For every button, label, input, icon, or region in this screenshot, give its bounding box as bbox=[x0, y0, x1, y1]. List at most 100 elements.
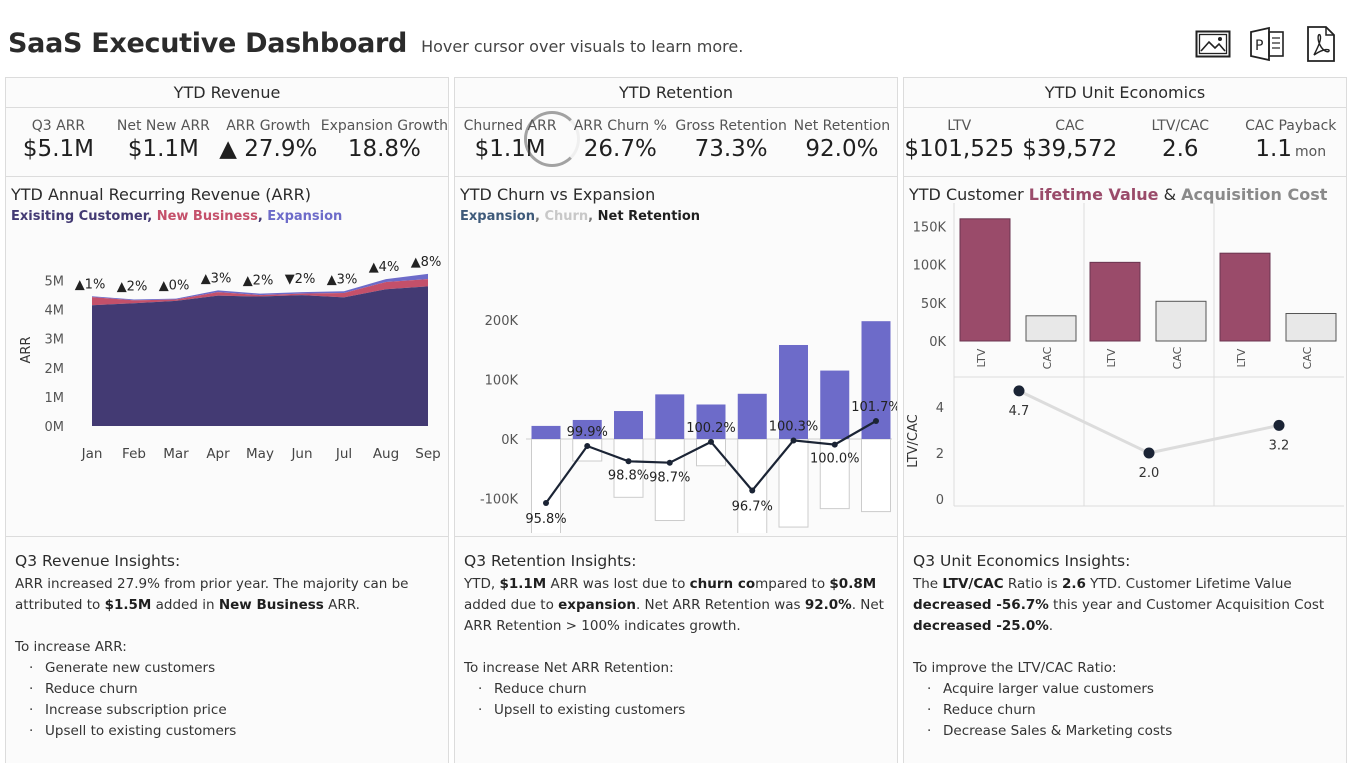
legend-entry: Expansion bbox=[267, 209, 343, 224]
export-image-button[interactable] bbox=[1195, 25, 1231, 63]
net-retention-point bbox=[666, 459, 673, 466]
dashboard-subtitle: Hover cursor over visuals to learn more. bbox=[421, 37, 744, 56]
net-retention-point bbox=[625, 458, 632, 465]
insights-subtitle: To improve the LTV/CAC Ratio: bbox=[913, 660, 1117, 676]
list-item: Reduce churn bbox=[913, 700, 1337, 721]
x-tick-label: Apr bbox=[206, 446, 230, 462]
ltv-cac-label: 4.7 bbox=[1009, 404, 1030, 419]
insights-title: Q3 Unit Economics Insights: bbox=[913, 552, 1131, 570]
chart-legend: Exisiting Customer, New Business, Expans… bbox=[11, 209, 342, 224]
kpi-value: 92.0% bbox=[805, 136, 879, 162]
y-tick-label: 3M bbox=[45, 333, 65, 348]
panel-title: YTD Retention bbox=[455, 78, 897, 108]
chart-title: YTD Annual Recurring Revenue (ARR) bbox=[11, 185, 311, 204]
chart-title-part: YTD Customer bbox=[909, 185, 1029, 204]
net-retention-label: 95.8% bbox=[525, 512, 566, 527]
churn-bar bbox=[613, 438, 644, 498]
ltv-cac-point bbox=[1013, 385, 1025, 397]
insight-fragment: Ratio is bbox=[1003, 576, 1062, 592]
kpi-gross-retention[interactable]: Gross Retention 73.3% bbox=[675, 109, 786, 176]
chart-title-part: & bbox=[1158, 185, 1182, 204]
data-label: ▼2% bbox=[285, 272, 316, 287]
kpi-label: Q3 ARR bbox=[31, 118, 86, 134]
kpi-arr-churn[interactable]: ARR Churn % 26.7% bbox=[565, 109, 675, 176]
x-tick-label: Aug bbox=[373, 446, 399, 462]
insights-title: Q3 Retention Insights: bbox=[464, 552, 637, 570]
list-item: Acquire larger value customers bbox=[913, 679, 1337, 700]
x-tick-label: Jan bbox=[81, 446, 103, 462]
ltv-bar bbox=[1089, 261, 1141, 342]
kpi-unit: mon bbox=[1295, 144, 1327, 160]
y-tick-label: -100K bbox=[480, 493, 519, 508]
kpi-value: $5.1M bbox=[22, 136, 94, 162]
kpi-label: CAC bbox=[1055, 118, 1085, 134]
dashboard-title: SaaS Executive Dashboard bbox=[8, 28, 408, 59]
insights-subtitle: To increase Net ARR Retention: bbox=[464, 660, 674, 676]
legend-entry: , bbox=[257, 209, 268, 224]
kpi-value: $1.1M bbox=[127, 136, 199, 162]
x-subcategory-label: CAC bbox=[1041, 346, 1054, 369]
kpi-ltv[interactable]: LTV $101,525 bbox=[904, 109, 1015, 176]
data-label: ▲2% bbox=[243, 274, 274, 289]
ltv-cac-point bbox=[1273, 419, 1285, 431]
svg-text:P: P bbox=[1255, 38, 1263, 54]
kpi-value: 2.6 bbox=[1161, 136, 1199, 162]
y-tick-label: 0K bbox=[929, 335, 946, 350]
kpi-label: ARR Growth bbox=[226, 118, 311, 134]
kpi-number: 1.1 bbox=[1255, 136, 1292, 162]
panel-title: YTD Unit Economics bbox=[904, 78, 1346, 108]
insight-fragment: decreased -25.0% bbox=[913, 618, 1049, 634]
kpi-row: Q3 ARR $5.1M Net New ARR $1.1M ARR Growt… bbox=[6, 109, 448, 177]
insights-list: Acquire larger value customers Reduce ch… bbox=[913, 679, 1337, 742]
kpi-value: 26.7% bbox=[583, 136, 657, 162]
ltv-cac-point bbox=[1143, 447, 1155, 459]
y-tick-label: 0 bbox=[936, 493, 944, 508]
kpi-label: Net New ARR bbox=[116, 118, 210, 134]
net-retention-label: 101.7% bbox=[851, 400, 897, 415]
legend-entry: Net Retention bbox=[597, 209, 701, 224]
net-retention-label: 100.0% bbox=[810, 452, 860, 467]
kpi-row: Churned ARR $1.1M ARR Churn % 26.7% Gros… bbox=[455, 109, 897, 177]
export-pdf-button[interactable] bbox=[1303, 25, 1339, 63]
list-item: Upsell to existing customers bbox=[15, 721, 439, 742]
kpi-label: ARR Churn % bbox=[573, 118, 667, 134]
kpi-cac[interactable]: CAC $39,572 bbox=[1015, 109, 1126, 176]
insight-fragment: 92.0% bbox=[804, 597, 852, 613]
ltv-cac-label: 3.2 bbox=[1269, 438, 1290, 453]
churn-bar bbox=[531, 438, 561, 533]
x-tick-label: Jul bbox=[335, 446, 352, 462]
export-powerpoint-button[interactable]: P bbox=[1249, 25, 1285, 63]
data-label: ▲3% bbox=[327, 272, 358, 287]
insight-fragment: $1.1M bbox=[499, 576, 547, 592]
chart-legend: Expansion, Churn, Net Retention bbox=[460, 209, 700, 224]
kpi-net-retention[interactable]: Net Retention 92.0% bbox=[787, 109, 897, 176]
churn-expansion-chart[interactable]: -200K-100K0K100K200K95.8%99.9%98.8%98.7%… bbox=[455, 228, 897, 533]
insight-fragment: New Business bbox=[218, 597, 324, 613]
kpi-ltv-cac[interactable]: LTV/CAC 2.6 bbox=[1125, 109, 1236, 176]
legend-entry: , bbox=[147, 209, 157, 224]
ltv-cac-chart[interactable]: 0K 50K 100K 150K LTV CAC LTV CAC LTV CAC 0 2 4 LTV/CA… bbox=[904, 203, 1346, 508]
pdf-icon bbox=[1307, 26, 1335, 62]
data-label: ▲3% bbox=[201, 271, 232, 286]
expansion-bar bbox=[572, 419, 602, 439]
insights-subtitle: To increase ARR: bbox=[15, 639, 127, 655]
insights-title: Q3 Revenue Insights: bbox=[15, 552, 181, 570]
expansion-bar bbox=[531, 425, 561, 439]
expansion-bar bbox=[779, 344, 808, 439]
legend-entry: , bbox=[534, 209, 545, 224]
kpi-cac-payback[interactable]: CAC Payback 1.1 mon bbox=[1236, 109, 1347, 176]
insight-fragment: this year and Customer Acquisition Cost bbox=[1048, 597, 1325, 613]
chart-title-part: Acquisition Cost bbox=[1181, 185, 1328, 204]
x-tick-label: Feb bbox=[122, 446, 146, 462]
area-series-exisiting-customer bbox=[92, 286, 428, 426]
x-subcategory-label: CAC bbox=[1301, 346, 1314, 369]
net-retention-point bbox=[831, 441, 838, 448]
kpi-q3-arr[interactable]: Q3 ARR $5.1M bbox=[6, 109, 111, 176]
kpi-expansion-growth[interactable]: Expansion Growth 18.8% bbox=[321, 109, 448, 176]
kpi-arr-growth[interactable]: ARR Growth ▲ 27.9% bbox=[216, 109, 321, 176]
arr-area-chart[interactable]: 0M 1M 2M 3M 4M 5M ARR ▲1% ▲2% ▲0% ▲3% ▲2% ▼2% ▲3% ▲4% ▲… bbox=[6, 228, 448, 533]
insight-fragment: YTD, bbox=[464, 576, 500, 592]
insight-fragment: churn co bbox=[689, 576, 756, 592]
kpi-net-new-arr[interactable]: Net New ARR $1.1M bbox=[111, 109, 216, 176]
data-label: ▲4% bbox=[369, 260, 400, 275]
